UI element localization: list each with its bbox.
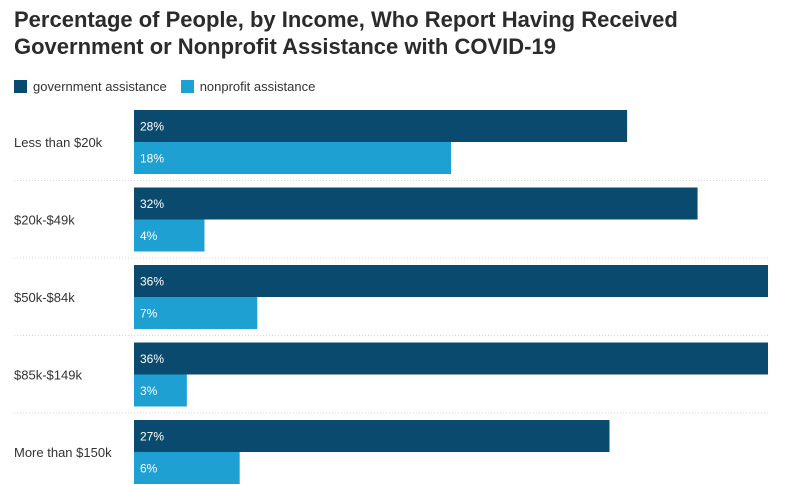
bar-government-assistance-20k-49k bbox=[134, 187, 698, 220]
data-label-nonprofit-assistance-20k-49k: 4% bbox=[140, 229, 158, 243]
data-label-government-assistance-more-than-150k: 27% bbox=[140, 430, 164, 444]
bar-government-assistance-more-than-150k bbox=[134, 420, 610, 452]
data-label-government-assistance-less-than-20k: 28% bbox=[140, 120, 164, 134]
bar-government-assistance-less-than-20k bbox=[134, 110, 628, 142]
chart-legend: government assistance nonprofit assistan… bbox=[14, 79, 329, 94]
data-label-government-assistance-20k-49k: 32% bbox=[140, 197, 164, 211]
bar-nonprofit-assistance-more-than-150k bbox=[134, 452, 240, 484]
chart-title-line-2: Government or Nonprofit Assistance with … bbox=[14, 34, 556, 59]
category-label-85k-149k: $85k-$149k bbox=[14, 368, 82, 383]
data-label-nonprofit-assistance-50k-84k: 7% bbox=[140, 307, 158, 321]
legend-label-government: government assistance bbox=[33, 79, 167, 94]
legend-swatch-nonprofit bbox=[180, 80, 194, 93]
legend-swatch-government bbox=[14, 80, 27, 93]
chart-title: Percentage of People, by Income, Who Rep… bbox=[14, 6, 794, 60]
chart-title-line-1: Percentage of People, by Income, Who Rep… bbox=[14, 7, 678, 32]
category-label-less-than-20k: Less than $20k bbox=[14, 135, 103, 150]
data-label-government-assistance-50k-84k: 36% bbox=[140, 275, 164, 289]
data-label-government-assistance-85k-149k: 36% bbox=[140, 352, 164, 366]
category-label-50k-84k: $50k-$84k bbox=[14, 290, 75, 305]
bar-nonprofit-assistance-50k-84k bbox=[134, 297, 258, 329]
data-label-nonprofit-assistance-more-than-150k: 6% bbox=[140, 462, 158, 476]
bar-government-assistance-50k-84k bbox=[134, 265, 768, 297]
bar-government-assistance-85k-149k bbox=[134, 342, 768, 375]
legend-item-nonprofit: nonprofit assistance bbox=[180, 79, 316, 94]
category-label-more-than-150k: More than $150k bbox=[14, 445, 112, 460]
bar-nonprofit-assistance-20k-49k bbox=[134, 219, 205, 252]
category-label-20k-49k: $20k-$49k bbox=[14, 213, 75, 228]
legend-label-nonprofit: nonprofit assistance bbox=[199, 79, 316, 94]
legend-item-government: government assistance bbox=[14, 79, 167, 94]
data-label-nonprofit-assistance-less-than-20k: 18% bbox=[140, 152, 164, 166]
bar-nonprofit-assistance-85k-149k bbox=[134, 374, 187, 407]
bar-nonprofit-assistance-less-than-20k bbox=[134, 142, 451, 174]
data-label-nonprofit-assistance-85k-149k: 3% bbox=[140, 384, 158, 398]
